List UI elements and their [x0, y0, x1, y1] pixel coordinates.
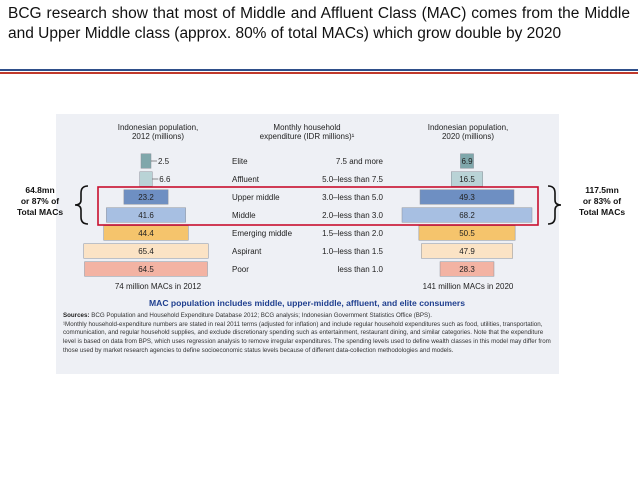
title-rule-red	[0, 72, 638, 74]
value-label-2020: 6.9	[461, 157, 473, 166]
bar-2020-middle	[401, 207, 533, 223]
value-label-2012: 44.4	[138, 229, 154, 238]
left-header: Indonesian population,	[118, 123, 199, 132]
left-note-line: 64.8mn	[25, 185, 55, 195]
middle-header: expenditure (IDR millions)¹	[260, 132, 355, 141]
expenditure-label: 7.5 and more	[336, 157, 384, 166]
value-label-2012: 41.6	[138, 211, 154, 220]
category-label: Poor	[232, 265, 249, 274]
right-note-line: 117.5mn	[585, 185, 619, 195]
left-total: 74 million MACs in 2012	[115, 282, 202, 291]
value-label-2012: 6.6	[159, 175, 171, 184]
expenditure-label: 2.0–less than 3.0	[322, 211, 383, 220]
population-pyramid-chart: Indonesian population,2012 (millions)Mon…	[83, 123, 539, 308]
right-header: Indonesian population,	[428, 123, 509, 132]
value-label-2012: 23.2	[138, 193, 154, 202]
left-note-line: or 87% of	[20, 196, 60, 206]
value-label-2020: 47.9	[459, 247, 475, 256]
bar-2020-elite	[460, 153, 474, 169]
value-label-2020: 28.3	[459, 265, 475, 274]
right-total: 141 million MACs in 2020	[423, 282, 514, 291]
title-rule-blue	[0, 69, 638, 71]
middle-header: Monthly household	[273, 123, 340, 132]
expenditure-label: less than 1.0	[338, 265, 384, 274]
value-label-2012: 2.5	[158, 157, 170, 166]
right-note-line: Total MACs	[578, 207, 626, 217]
value-label-2012: 65.4	[138, 247, 154, 256]
category-label: Aspirant	[232, 247, 262, 256]
expenditure-label: 3.0–less than 5.0	[322, 193, 383, 202]
category-label: Middle	[232, 211, 256, 220]
bar-2020-aspirant	[421, 243, 513, 259]
category-label: Emerging middle	[232, 229, 293, 238]
sources-text: BCG Population and Household Expenditure…	[91, 312, 432, 319]
bar-2012-upper-middle	[123, 189, 169, 205]
category-label: Upper middle	[232, 193, 280, 202]
mac-highlight-box	[97, 186, 539, 226]
bar-2020-poor	[439, 261, 495, 277]
bar-2012-poor	[84, 261, 208, 277]
value-label-2020: 50.5	[459, 229, 475, 238]
right-header: 2020 (millions)	[442, 132, 494, 141]
category-label: Elite	[232, 157, 248, 166]
bar-2012-middle	[106, 207, 186, 223]
bar-2012-elite	[140, 153, 152, 169]
value-label-2020: 68.2	[459, 211, 475, 220]
sources-label: Sources:	[63, 312, 90, 319]
sources-block: Sources: BCG Population and Household Ex…	[63, 312, 551, 356]
left-mac-note: 64.8mn or 87% of Total MACs	[10, 185, 70, 218]
bar-2012-aspirant	[83, 243, 209, 259]
right-mac-note: 117.5mn or 83% of Total MACs	[572, 185, 632, 218]
value-label-2020: 49.3	[459, 193, 475, 202]
bar-2012-affluent	[139, 171, 153, 187]
sources-footnote: ¹Monthly household-expenditure numbers a…	[63, 320, 551, 354]
left-brace-icon	[74, 185, 89, 225]
category-label: Affluent	[232, 175, 260, 184]
expenditure-label: 5.0–less than 7.5	[322, 175, 383, 184]
left-header: 2012 (millions)	[132, 132, 184, 141]
bar-2020-upper-middle	[419, 189, 515, 205]
chart-caption: MAC population includes middle, upper-mi…	[149, 298, 465, 308]
expenditure-label: 1.5–less than 2.0	[322, 229, 383, 238]
value-label-2012: 64.5	[138, 265, 154, 274]
left-note-line: Total MACs	[16, 207, 64, 217]
right-brace-icon	[547, 185, 562, 225]
slide-title: BCG research show that most of Middle an…	[8, 5, 630, 42]
right-note-line: or 83% of	[582, 196, 622, 206]
expenditure-label: 1.0–less than 1.5	[322, 247, 383, 256]
value-label-2020: 16.5	[459, 175, 475, 184]
